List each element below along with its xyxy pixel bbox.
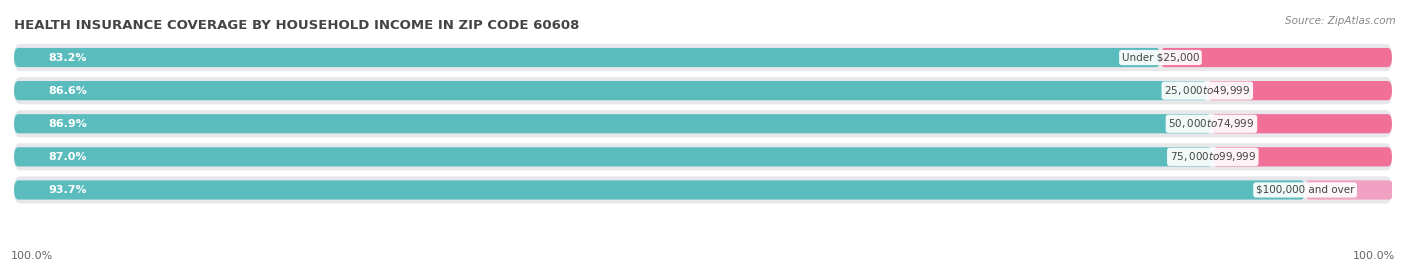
FancyBboxPatch shape [1305, 180, 1393, 200]
Text: 86.6%: 86.6% [48, 86, 87, 96]
FancyBboxPatch shape [14, 147, 1213, 167]
Text: 86.9%: 86.9% [48, 119, 87, 129]
Text: 100.0%: 100.0% [11, 251, 53, 261]
FancyBboxPatch shape [1212, 114, 1392, 133]
Text: $25,000 to $49,999: $25,000 to $49,999 [1164, 84, 1250, 97]
FancyBboxPatch shape [14, 110, 1392, 137]
FancyBboxPatch shape [14, 114, 1212, 133]
Text: 93.7%: 93.7% [48, 185, 87, 195]
Text: $50,000 to $74,999: $50,000 to $74,999 [1168, 117, 1254, 130]
Text: HEALTH INSURANCE COVERAGE BY HOUSEHOLD INCOME IN ZIP CODE 60608: HEALTH INSURANCE COVERAGE BY HOUSEHOLD I… [14, 19, 579, 32]
FancyBboxPatch shape [14, 44, 1392, 71]
Text: 83.2%: 83.2% [48, 52, 87, 62]
FancyBboxPatch shape [14, 81, 1208, 100]
FancyBboxPatch shape [1213, 147, 1392, 167]
Text: 100.0%: 100.0% [1353, 251, 1395, 261]
Text: Under $25,000: Under $25,000 [1122, 52, 1199, 62]
FancyBboxPatch shape [14, 77, 1392, 104]
FancyBboxPatch shape [1160, 48, 1392, 67]
Text: Source: ZipAtlas.com: Source: ZipAtlas.com [1285, 16, 1396, 26]
FancyBboxPatch shape [14, 180, 1305, 200]
Text: $75,000 to $99,999: $75,000 to $99,999 [1170, 150, 1256, 163]
FancyBboxPatch shape [14, 143, 1392, 171]
FancyBboxPatch shape [14, 176, 1392, 204]
Text: $100,000 and over: $100,000 and over [1256, 185, 1354, 195]
FancyBboxPatch shape [1208, 81, 1392, 100]
Text: 87.0%: 87.0% [48, 152, 87, 162]
FancyBboxPatch shape [14, 48, 1160, 67]
